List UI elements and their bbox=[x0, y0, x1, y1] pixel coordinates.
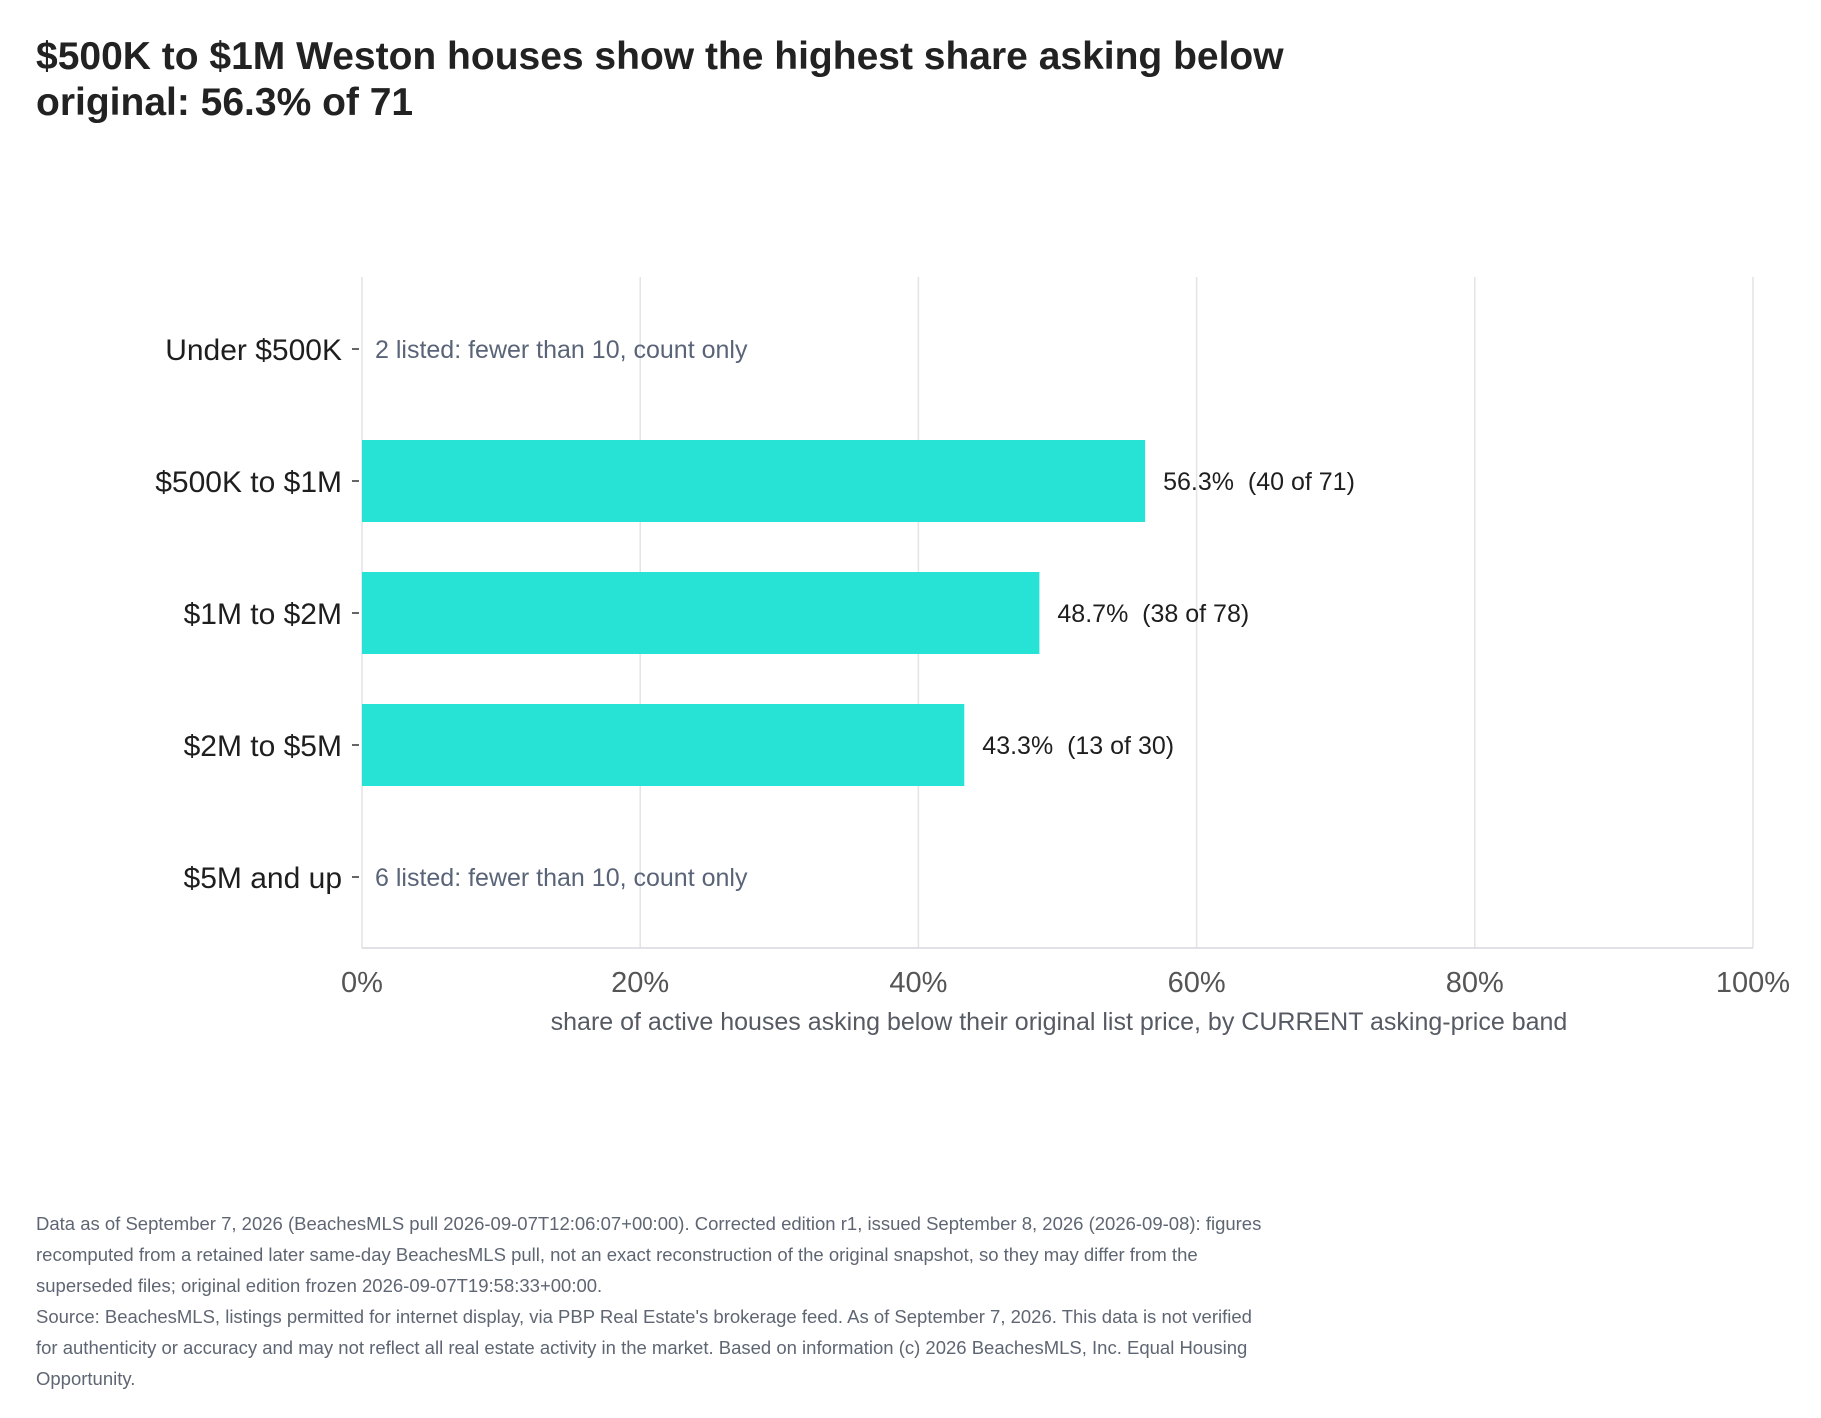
x-tick-label: 20% bbox=[611, 967, 669, 999]
bar bbox=[362, 704, 965, 786]
x-tick-label: 80% bbox=[1446, 967, 1504, 999]
footnote: Data as of September 7, 2026 (BeachesMLS… bbox=[36, 1208, 1416, 1394]
bar-value-label: 56.3% (40 of 71) bbox=[1163, 468, 1355, 496]
x-tick-label: 100% bbox=[1716, 967, 1790, 999]
y-category-label: $1M to $2M bbox=[184, 598, 342, 631]
y-category-label: $2M to $5M bbox=[184, 730, 342, 763]
bar-value-label: 43.3% (13 of 30) bbox=[982, 732, 1174, 760]
footnote-line-2: recomputed from a retained later same-da… bbox=[36, 1244, 1198, 1265]
y-category-label: Under $500K bbox=[165, 334, 342, 367]
footnote-line-6: Opportunity. bbox=[36, 1368, 136, 1389]
chart-title-line-2: original: 56.3% of 71 bbox=[36, 81, 414, 124]
bar-chart: 0% 20% 40% 60% 80% 100% share of active houses… bbox=[155, 277, 1790, 1036]
bar bbox=[362, 440, 1146, 522]
y-category-label: $500K to $1M bbox=[155, 466, 342, 499]
footnote-line-1: Data as of September 7, 2026 (BeachesMLS… bbox=[36, 1213, 1262, 1234]
footnote-line-5: for authenticity or accuracy and may not… bbox=[36, 1337, 1248, 1358]
count-only-note: 6 listed: fewer than 10, count only bbox=[375, 864, 748, 892]
chart-title-line-1: $500K to $1M Weston houses show the high… bbox=[36, 35, 1284, 78]
footnote-line-3: superseded files; original edition froze… bbox=[36, 1275, 603, 1296]
x-tick-label: 0% bbox=[341, 967, 383, 999]
x-axis-title: share of active houses asking below thei… bbox=[551, 1008, 1568, 1036]
count-only-note: 2 listed: fewer than 10, count only bbox=[375, 336, 748, 364]
y-category-label: $5M and up bbox=[184, 862, 342, 895]
x-tick-label: 60% bbox=[1168, 967, 1226, 999]
chart-title: $500K to $1M Weston houses show the high… bbox=[36, 34, 1336, 126]
x-tick-label: 40% bbox=[889, 967, 947, 999]
bar-value-label: 48.7% (38 of 78) bbox=[1057, 600, 1249, 628]
bar bbox=[362, 572, 1040, 654]
footnote-line-4: Source: BeachesMLS, listings permitted f… bbox=[36, 1306, 1252, 1327]
